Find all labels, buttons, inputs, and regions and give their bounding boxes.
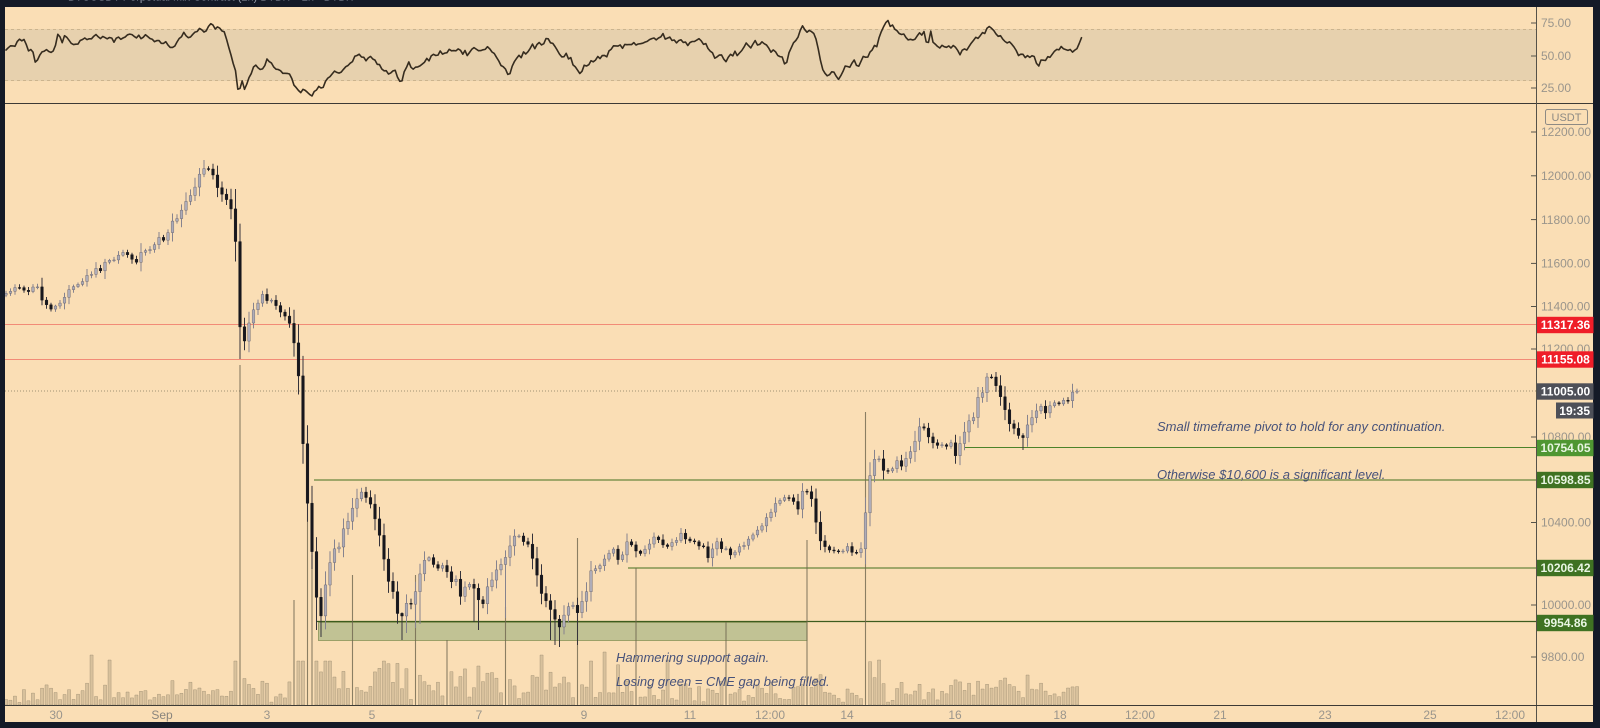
svg-text:11155.08: 11155.08 xyxy=(1541,353,1590,367)
svg-text:12000.00: 12000.00 xyxy=(1541,169,1591,183)
svg-text:12:00: 12:00 xyxy=(1125,708,1155,722)
svg-text:16: 16 xyxy=(948,708,962,722)
svg-text:5: 5 xyxy=(369,708,376,722)
svg-text:7: 7 xyxy=(476,708,483,722)
svg-text:11600.00: 11600.00 xyxy=(1541,257,1590,271)
svg-text:25: 25 xyxy=(1423,708,1437,722)
svg-text:11317.36: 11317.36 xyxy=(1541,318,1591,332)
svg-text:Sep: Sep xyxy=(151,708,173,722)
svg-text:10000.00: 10000.00 xyxy=(1541,598,1591,612)
svg-text:18: 18 xyxy=(1053,708,1067,722)
svg-text:10598.85: 10598.85 xyxy=(1540,473,1590,487)
svg-text:50.00: 50.00 xyxy=(1541,49,1571,63)
svg-text:9954.86: 9954.86 xyxy=(1544,616,1588,630)
svg-text:3: 3 xyxy=(264,708,271,722)
svg-text:23: 23 xyxy=(1318,708,1332,722)
svg-text:BTCUSDT Perpetual Mix Contract: BTCUSDT Perpetual Mix Contract (2h) BYBI… xyxy=(68,0,356,3)
svg-text:10754.05: 10754.05 xyxy=(1540,441,1590,455)
svg-text:11: 11 xyxy=(684,708,697,722)
svg-text:21: 21 xyxy=(1213,708,1227,722)
svg-text:19:35: 19:35 xyxy=(1559,404,1590,418)
svg-text:12:00: 12:00 xyxy=(755,708,785,722)
svg-text:14: 14 xyxy=(840,708,854,722)
svg-text:9800.00: 9800.00 xyxy=(1541,650,1585,664)
svg-text:11800.00: 11800.00 xyxy=(1541,213,1590,227)
svg-text:12:00: 12:00 xyxy=(1495,708,1525,722)
svg-text:10400.00: 10400.00 xyxy=(1541,516,1591,530)
svg-text:Hammering support again.: Hammering support again. xyxy=(616,650,769,665)
svg-text:11005.00: 11005.00 xyxy=(1541,385,1591,399)
svg-text:12200.00: 12200.00 xyxy=(1541,125,1591,139)
svg-text:75.00: 75.00 xyxy=(1541,16,1571,30)
svg-text:10206.42: 10206.42 xyxy=(1540,561,1590,575)
svg-text:Small timeframe pivot to hold: Small timeframe pivot to hold for any co… xyxy=(1157,419,1445,434)
svg-text:25.00: 25.00 xyxy=(1541,81,1571,95)
svg-text:9: 9 xyxy=(581,708,588,722)
svg-text:30: 30 xyxy=(49,708,63,722)
svg-text:Otherwise $10,600 is a signifi: Otherwise $10,600 is a significant level… xyxy=(1157,467,1385,482)
svg-text:Losing green = CME gap being f: Losing green = CME gap being filled. xyxy=(616,674,830,689)
svg-text:USDT: USDT xyxy=(1552,112,1582,124)
svg-text:11400.00: 11400.00 xyxy=(1541,300,1590,314)
